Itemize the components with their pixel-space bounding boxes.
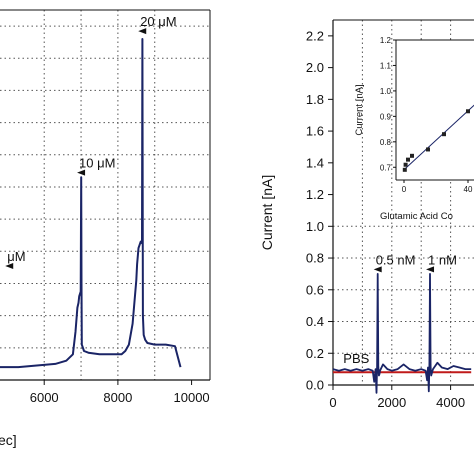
annotation-label: 0.5 nM — [376, 252, 416, 267]
inset-y-tick-label: 1.0 — [380, 87, 392, 96]
annotation-label: PBS — [343, 351, 369, 366]
inset-y-tick-label: 1.1 — [380, 61, 392, 70]
annotation-label: 1 nM — [428, 252, 457, 267]
inset-calibration-panel: 0.7 0.8 0.9 1.0 1.1 1.2 0 40 Current [nA] Glutami… — [354, 36, 474, 222]
inset-y-tick-label: 0.9 — [380, 112, 392, 121]
y-tick-label: 2.2 — [306, 28, 324, 43]
inset-data-point — [402, 167, 407, 172]
annotation-arrow — [373, 266, 382, 273]
annotation-label: 20 μM — [140, 14, 176, 29]
annotation-arrow — [77, 169, 86, 176]
x-tick-label: 4000 — [436, 395, 465, 410]
right-chart-panel: 0.0 0.2 0.4 0.6 0.8 1.0 1.2 1.4 1.6 1.8 2.0 2.2 0 200… — [259, 19, 474, 410]
annotation-arrow — [426, 266, 435, 273]
inset-y-axis-label: Current [nA] — [354, 84, 365, 135]
inset-x-tick-label: 0 — [402, 185, 407, 194]
inset-data-point — [406, 157, 410, 162]
series-line-trace — [332, 272, 472, 394]
y-tick-label: 1.6 — [306, 124, 324, 139]
y-tick-label: 2.0 — [306, 60, 324, 75]
inset-x-tick-label: 40 — [464, 185, 473, 194]
y-tick-label: 1.8 — [306, 92, 324, 107]
y-tick-label: 1.4 — [306, 155, 324, 170]
inset-fit-line — [403, 104, 474, 171]
series-line-trace — [0, 38, 182, 369]
x-tick-label: 2000 — [377, 395, 406, 410]
y-tick-label: 1.0 — [306, 219, 324, 234]
inset-y-tick-label: 0.8 — [380, 138, 392, 147]
y-tick-label: 0.0 — [306, 378, 324, 393]
inset-y-tick-label: 1.2 — [380, 36, 392, 45]
inset-data-point — [442, 132, 446, 137]
inset-x-axis-label: Glutamic Acid Co — [380, 211, 453, 222]
y-tick-label: 0.2 — [306, 346, 324, 361]
inset-data-point — [410, 153, 414, 158]
annotation-arrow — [5, 262, 14, 269]
annotation-arrow — [138, 28, 147, 35]
y-tick-label: 0.6 — [306, 282, 324, 297]
y-axis-label: Current [nA] — [259, 175, 275, 250]
x-tick-label: 0 — [329, 395, 336, 410]
x-tick-label: 8000 — [103, 390, 132, 405]
inset-background — [396, 40, 474, 180]
annotation-label: μM — [7, 249, 25, 264]
x-axis-label: ec] — [0, 432, 17, 448]
y-tick-label: 0.4 — [306, 314, 324, 329]
inset-data-point — [403, 162, 408, 167]
y-tick-label: 0.8 — [306, 251, 324, 266]
inset-data-point — [426, 147, 430, 152]
y-tick-label: 1.2 — [306, 187, 324, 202]
x-tick-label: 6000 — [30, 390, 59, 405]
inset-y-tick-label: 0.7 — [380, 163, 392, 172]
x-tick-label: 10000 — [174, 390, 210, 405]
inset-data-point — [466, 109, 470, 114]
left-chart-panel: 6000 8000 10000 ec] μM 10 μM 20 μM — [0, 9, 211, 448]
annotation-label: 10 μM — [79, 156, 115, 171]
